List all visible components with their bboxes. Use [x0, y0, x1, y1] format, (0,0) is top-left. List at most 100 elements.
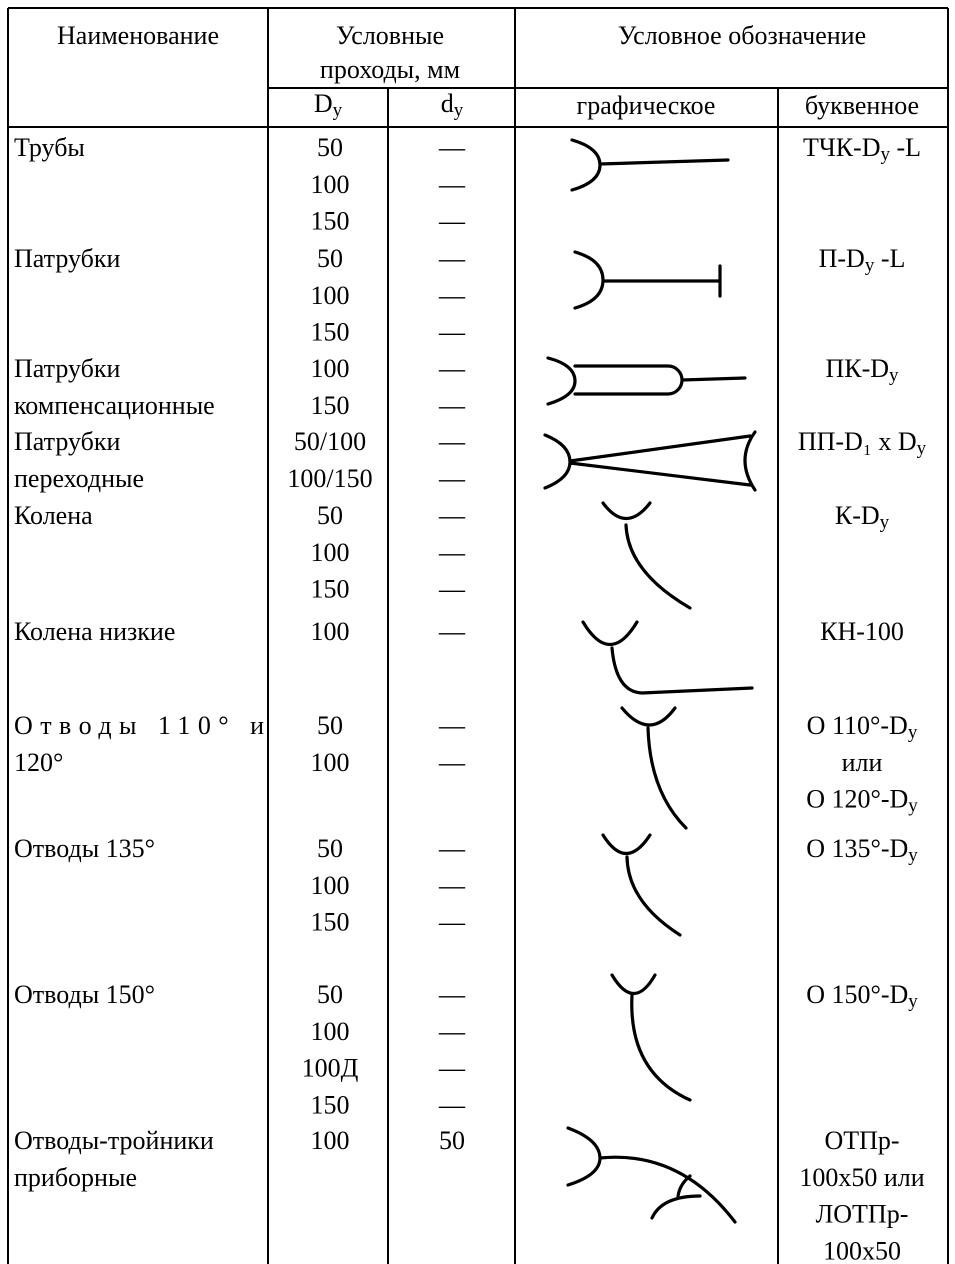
dd-cell: —: [438, 133, 466, 162]
subscript: у: [908, 796, 918, 817]
name-cell: Трубы: [14, 133, 85, 162]
du-cell: 100Д: [302, 1054, 359, 1083]
du-cell: 150: [311, 207, 350, 236]
text-part: 100х50: [823, 1236, 901, 1264]
code-cell: ОТПр-: [824, 1126, 899, 1155]
text-part: ЛОТПр-: [816, 1200, 909, 1229]
dd-cell: —: [438, 391, 466, 420]
text-part: К-D: [835, 501, 880, 530]
dd-cell: —: [438, 1017, 466, 1046]
du-cell: 100: [311, 1017, 350, 1046]
code-cell: ПП-D₁ х Dу: [798, 427, 927, 459]
du-cell: 150: [311, 1090, 350, 1119]
code-cell: О 110°-Dу: [807, 711, 918, 743]
header-cell: Условные: [336, 21, 444, 50]
name-cell: 120°: [14, 748, 63, 777]
text-part: ОТПр-: [824, 1126, 899, 1155]
subscript: у: [908, 722, 918, 743]
code-cell: О 150°-Dу: [806, 980, 918, 1012]
dd-cell: —: [438, 318, 466, 347]
du-cell: 50/100: [294, 427, 366, 456]
header-cell: Условное обозначение: [618, 21, 866, 50]
dd-cell: —: [438, 1054, 466, 1083]
text-part: ТЧК-D: [803, 133, 881, 162]
name-cell: переходные: [14, 464, 144, 493]
header-cell: dу: [441, 89, 464, 121]
subscript: у: [333, 100, 343, 121]
code-cell: ЛОТПр-: [816, 1200, 909, 1229]
code-cell: КН-100: [820, 617, 904, 646]
du-cell: 50: [317, 980, 343, 1009]
dd-cell: —: [438, 617, 466, 646]
text-part: П-D: [819, 244, 865, 273]
header-cell: буквенное: [805, 91, 919, 120]
name-cell: Отводы 135°: [14, 834, 155, 863]
du-cell: 100/150: [287, 464, 372, 493]
dd-cell: —: [438, 748, 466, 777]
text-part: О 135°-D: [806, 834, 908, 863]
du-cell: 150: [311, 318, 350, 347]
dd-cell: —: [438, 711, 466, 740]
header-cell: проходы, мм: [320, 55, 460, 84]
dd-cell: —: [438, 1090, 466, 1119]
text-part: О 110°-D: [807, 711, 908, 740]
dd-cell: 50: [439, 1126, 465, 1155]
header-cell: Наименование: [57, 21, 219, 50]
name-cell: Патрубки: [14, 354, 120, 383]
code-cell: ТЧК-Dу -L: [803, 133, 921, 165]
name-cell: Отводы-тройники: [14, 1126, 214, 1155]
du-cell: 150: [311, 908, 350, 937]
name-cell: Патрубки: [14, 244, 120, 273]
subscript: у: [454, 100, 464, 121]
du-cell: 100: [311, 281, 350, 310]
subscript: у: [908, 845, 918, 866]
code-cell: П-Dу -L: [819, 244, 906, 276]
dd-cell: —: [438, 575, 466, 604]
dd-cell: —: [438, 834, 466, 863]
dd-cell: —: [438, 207, 466, 236]
du-cell: 100: [311, 1126, 350, 1155]
code-cell: ПК-Dу: [825, 354, 899, 386]
dd-cell: —: [438, 170, 466, 199]
du-cell: 100: [311, 538, 350, 567]
dd-cell: —: [438, 538, 466, 567]
subscript: у: [865, 255, 875, 276]
dd-cell: —: [438, 354, 466, 383]
text-part: -L: [874, 244, 905, 273]
name-cell: Отводы 110° и: [14, 711, 264, 740]
du-cell: 100: [311, 170, 350, 199]
dd-cell: —: [438, 871, 466, 900]
header-cell: графическое: [577, 91, 716, 120]
table-lines: [7, 7, 949, 1264]
text-part: ПК-D: [825, 354, 889, 383]
text-part: ПП-D₁ х D: [798, 427, 917, 456]
name-cell: Колена: [14, 501, 93, 530]
name-cell: компенсационные: [14, 391, 215, 420]
code-cell: О 120°-Dу: [806, 785, 918, 817]
text-part: -L: [890, 133, 921, 162]
text-part: КН-100: [820, 617, 904, 646]
subscript: у: [880, 512, 890, 533]
dd-cell: —: [438, 464, 466, 493]
code-cell: 100х50: [823, 1236, 901, 1264]
code-cell: О 135°-Dу: [806, 834, 918, 866]
code-cell: К-Dу: [835, 501, 890, 533]
du-cell: 100: [311, 354, 350, 383]
text-part: 100х50 или: [799, 1163, 924, 1192]
name-cell: приборные: [14, 1163, 137, 1192]
du-cell: 100: [311, 748, 350, 777]
du-cell: 50: [317, 133, 343, 162]
text-part: или: [842, 748, 883, 777]
du-cell: 150: [311, 391, 350, 420]
subscript: у: [881, 144, 891, 165]
name-cell: Патрубки: [14, 427, 120, 456]
dd-cell: —: [438, 427, 466, 456]
name-cell: Отводы 150°: [14, 980, 155, 1009]
code-cell: 100х50 или: [799, 1163, 924, 1192]
dd-cell: —: [438, 980, 466, 1009]
dd-cell: —: [438, 908, 466, 937]
graphic-symbols: [543, 138, 757, 1224]
du-cell: 50: [317, 501, 343, 530]
du-cell: 150: [311, 575, 350, 604]
